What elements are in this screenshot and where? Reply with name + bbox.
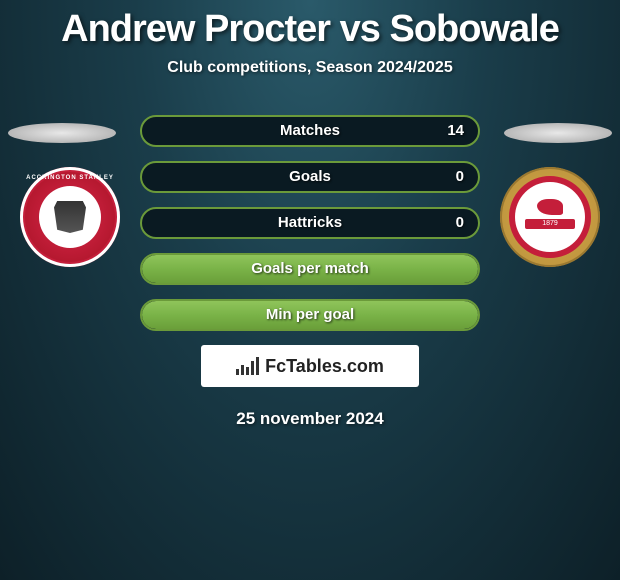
player-platform-left [8,123,116,143]
shield-icon [54,201,86,233]
stat-label: Min per goal [142,301,478,329]
bird-icon [537,199,563,215]
stat-label: Goals per match [142,255,478,283]
stat-value-right: 0 [456,163,464,191]
player-platform-right [504,123,612,143]
stat-bar-goals-per-match: Goals per match [140,253,480,285]
stat-label: Hattricks [142,209,478,237]
crest-left-inner [39,186,101,248]
page-subtitle: Club competitions, Season 2024/2025 [0,59,620,77]
stat-bar-matches: Matches 14 [140,115,480,147]
stats-bars: Matches 14 Goals 0 Hattricks 0 Goals per… [140,115,480,331]
stat-value-right: 14 [447,117,464,145]
brand-box: FcTables.com [201,345,419,387]
page-title: Andrew Procter vs Sobowale [0,0,620,51]
crest-right-year: 1879 [525,219,575,229]
stat-value-right: 0 [456,209,464,237]
club-crest-right: 1879 [500,167,600,267]
crest-right-inner: 1879 [515,182,585,252]
club-crest-left: ACCRINGTON STANLEY [20,167,120,267]
bar-chart-icon [236,357,259,375]
stat-label: Matches [142,117,478,145]
stat-bar-goals: Goals 0 [140,161,480,193]
stat-bar-hattricks: Hattricks 0 [140,207,480,239]
stat-bar-min-per-goal: Min per goal [140,299,480,331]
comparison-panel: ACCRINGTON STANLEY 1879 Matches 14 Goals… [0,115,620,429]
crest-left-text: ACCRINGTON STANLEY [26,175,114,181]
brand-text: FcTables.com [265,356,384,377]
date-label: 25 november 2024 [0,409,620,429]
stat-label: Goals [142,163,478,191]
